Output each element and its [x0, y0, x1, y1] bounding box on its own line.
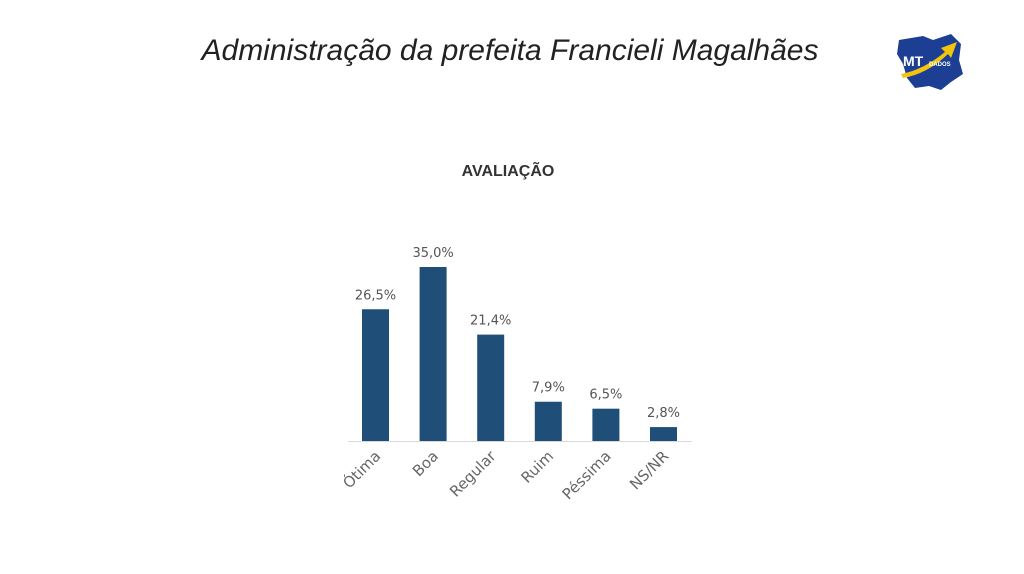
- category-label-0: Ótima: [339, 446, 385, 492]
- bar-value-label-3: 7,9%: [532, 381, 565, 396]
- mt-dados-logo: MT DADOS: [897, 34, 963, 90]
- bar-0: [362, 309, 389, 441]
- bar-value-label-5: 2,8%: [647, 406, 680, 421]
- page-title: Administração da prefeita Francieli Maga…: [201, 34, 819, 67]
- bar-value-label-0: 26,5%: [355, 288, 396, 303]
- category-label-5: NS/NR: [626, 447, 672, 493]
- bar-3: [534, 401, 562, 441]
- bar-value-label-4: 6,5%: [589, 388, 622, 403]
- category-label-1: Boa: [409, 447, 442, 480]
- logo-text: MT: [903, 53, 924, 69]
- bar-value-label-2: 21,4%: [470, 314, 511, 329]
- chart-title: AVALIAÇÃO: [461, 163, 555, 180]
- category-label-2: Regular: [446, 447, 500, 501]
- category-label-4: Péssima: [559, 447, 615, 503]
- bar-value-label-1: 35,0%: [412, 246, 453, 261]
- category-label-3: Ruim: [517, 447, 557, 487]
- logo-arrow: [901, 42, 957, 78]
- logo-subtext: DADOS: [929, 62, 951, 68]
- bar-1: [419, 267, 447, 441]
- bar-5: [650, 427, 677, 441]
- bar-4: [592, 408, 620, 441]
- bar-2: [477, 334, 505, 441]
